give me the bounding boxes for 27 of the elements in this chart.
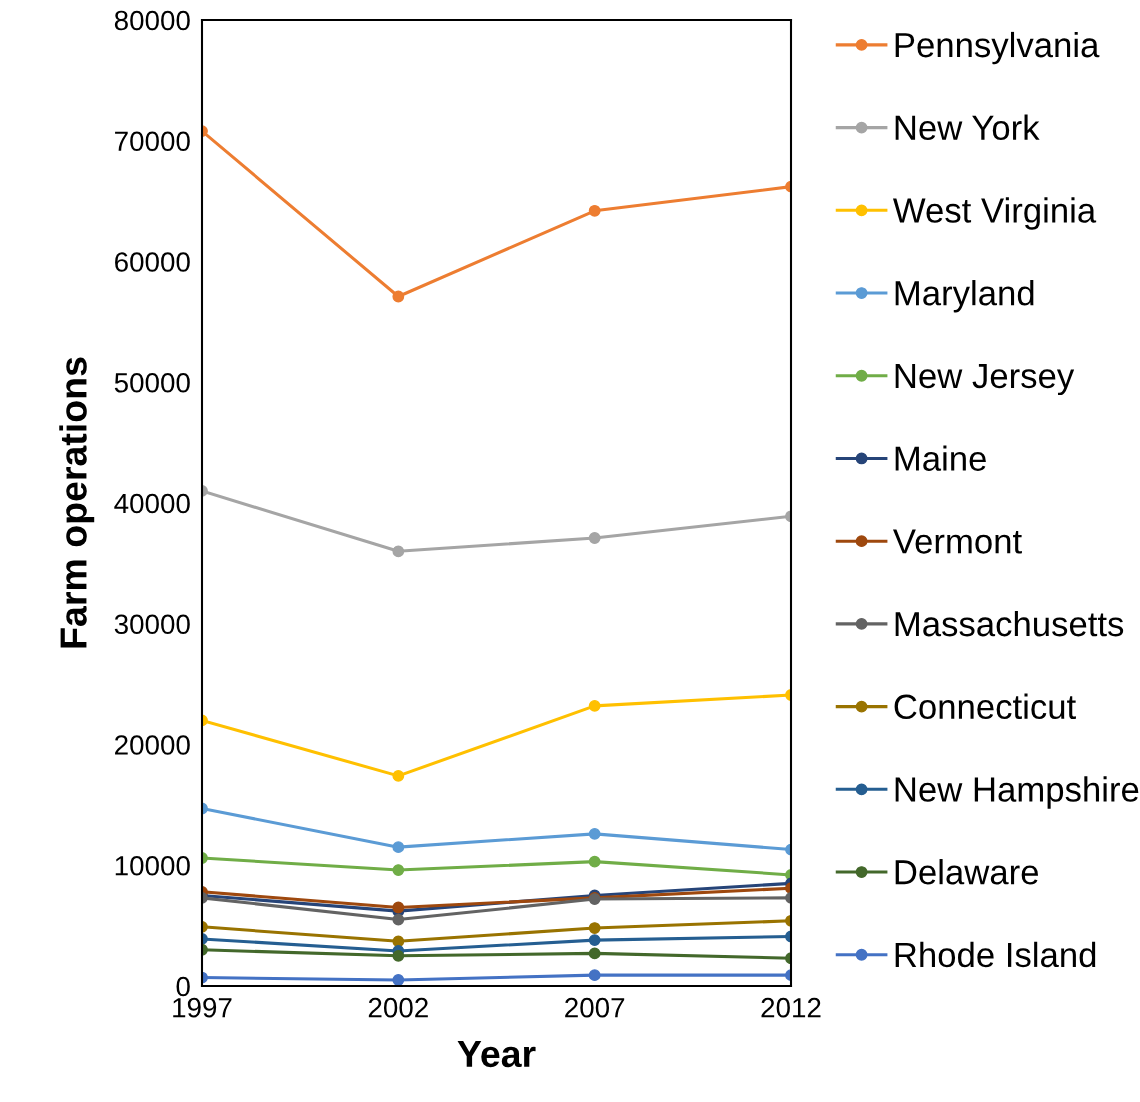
y-tick-label: 30000 <box>114 614 190 635</box>
legend-label: Delaware <box>895 859 1038 885</box>
x-axis-title: Year <box>457 1041 536 1068</box>
y-tick-label: 60000 <box>115 252 190 272</box>
legend-label: Maine <box>895 445 986 471</box>
y-tick-label: 80000 <box>114 10 190 31</box>
legend-label: Pennsylvania <box>895 31 1100 65</box>
y-tick-label: 0 <box>176 976 190 997</box>
legend-label: New Jersey <box>895 364 1075 396</box>
y-axis-title: Farm operations <box>59 357 95 648</box>
legend-label: Connecticut <box>894 693 1076 720</box>
legend-label: Massachusetts <box>895 610 1124 637</box>
legend-label: West Virginia <box>892 197 1097 230</box>
x-tick-label: 2012 <box>761 997 821 1018</box>
legend-label: New Hampshire <box>895 776 1139 809</box>
y-tick-label: 40000 <box>114 493 190 514</box>
legend-label: Rhode Island <box>895 941 1096 968</box>
y-tick-label: 10000 <box>115 855 190 876</box>
y-tick-label: 50000 <box>114 372 190 393</box>
x-tick-label: 2007 <box>565 997 625 1018</box>
legend-label: New York <box>895 114 1040 141</box>
legend-label: Maryland <box>895 280 1034 313</box>
y-tick-label: 70000 <box>115 131 190 152</box>
y-tick-label: 20000 <box>115 735 190 755</box>
legend-label: Vermont <box>892 529 1022 554</box>
x-tick-label: 2002 <box>368 997 428 1018</box>
x-tick-label: 1997 <box>173 997 232 1018</box>
